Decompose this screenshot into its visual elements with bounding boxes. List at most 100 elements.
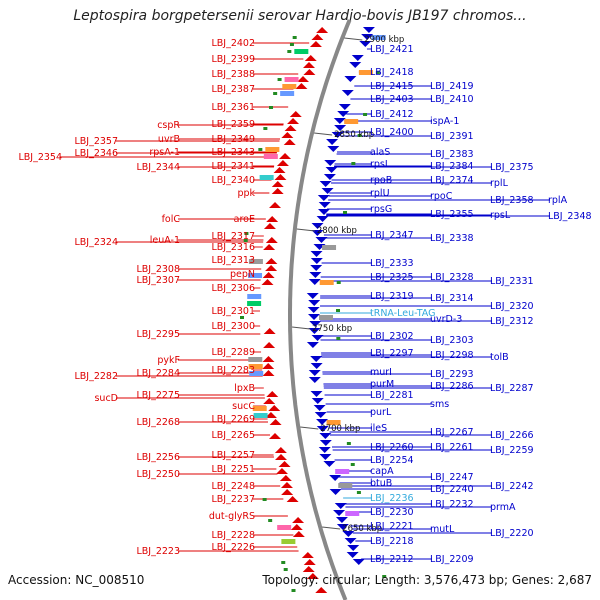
forward-gene-arrow[interactable] xyxy=(314,412,327,418)
gene-label[interactable]: LBJ_2383 xyxy=(430,149,474,160)
feature-bar[interactable] xyxy=(358,70,373,75)
reverse-gene-arrow[interactable] xyxy=(279,475,292,481)
gene-label[interactable]: LBJ_2259 xyxy=(490,445,534,456)
gene-label[interactable]: LBJ_2293 xyxy=(430,369,474,380)
feature-bar[interactable] xyxy=(247,301,262,306)
feature-bar[interactable] xyxy=(252,406,267,411)
reverse-gene-arrow[interactable] xyxy=(275,468,288,474)
gene-label[interactable]: LBJ_2412 xyxy=(370,109,414,120)
gene-label[interactable]: LBJ_2325 xyxy=(370,272,414,283)
gene-label[interactable]: LBJ_2344 xyxy=(136,162,180,173)
gene-label[interactable]: LBJ_2399 xyxy=(211,54,255,65)
gene-label[interactable]: folC xyxy=(162,214,181,225)
gene-label[interactable]: lpxB xyxy=(234,383,255,394)
feature-bar[interactable] xyxy=(248,273,263,278)
feature-bar[interactable] xyxy=(319,280,334,285)
reverse-gene-arrow[interactable] xyxy=(263,223,276,229)
reverse-gene-arrow[interactable] xyxy=(268,405,281,411)
gene-label[interactable]: LBJ_2212 xyxy=(370,554,414,565)
gene-label[interactable]: murI xyxy=(370,367,392,378)
gene-label[interactable]: LBJ_2230 xyxy=(370,507,414,518)
reverse-gene-arrow[interactable] xyxy=(261,279,274,285)
reverse-gene-arrow[interactable] xyxy=(301,552,314,558)
forward-gene-arrow[interactable] xyxy=(361,34,374,40)
gene-label[interactable]: LBJ_2348 xyxy=(548,211,592,222)
feature-bar[interactable] xyxy=(253,413,268,418)
forward-gene-arrow[interactable] xyxy=(329,489,342,495)
gene-label[interactable]: LBJ_2306 xyxy=(211,283,255,294)
forward-gene-arrow[interactable] xyxy=(308,314,321,320)
gene-label[interactable]: LBJ_2267 xyxy=(430,427,474,438)
gene-label[interactable]: LBJ_2324 xyxy=(74,237,118,248)
gene-label[interactable]: LBJ_2260 xyxy=(370,442,414,453)
reverse-gene-arrow[interactable] xyxy=(284,125,297,131)
gene-label[interactable]: LBJ_2226 xyxy=(211,542,255,553)
forward-gene-arrow[interactable] xyxy=(336,524,349,530)
gene-label[interactable]: LBJ_2251 xyxy=(211,464,255,475)
reverse-gene-arrow[interactable] xyxy=(278,461,291,467)
gene-label[interactable]: LBJ_2247 xyxy=(430,472,474,483)
reverse-gene-arrow[interactable] xyxy=(269,433,282,439)
reverse-gene-arrow[interactable] xyxy=(265,265,278,271)
gene-label[interactable]: sucC xyxy=(232,401,255,412)
gene-label[interactable]: rplL xyxy=(490,178,509,189)
forward-gene-arrow[interactable] xyxy=(324,160,337,166)
gene-label[interactable]: rpsG xyxy=(370,204,392,215)
gene-label[interactable]: LBJ_2415 xyxy=(370,81,414,92)
gene-label[interactable]: LBJ_2268 xyxy=(136,417,180,428)
gene-label[interactable]: LBJ_2220 xyxy=(490,528,534,539)
gene-label[interactable]: LBJ_2388 xyxy=(211,69,255,80)
gene-label[interactable]: capA xyxy=(370,466,394,477)
feature-bar[interactable] xyxy=(249,371,264,376)
feature-bar[interactable] xyxy=(259,175,274,180)
reverse-gene-arrow[interactable] xyxy=(295,83,308,89)
forward-gene-arrow[interactable] xyxy=(359,41,372,47)
reverse-gene-arrow[interactable] xyxy=(273,167,286,173)
reverse-gene-arrow[interactable] xyxy=(265,237,278,243)
gene-label[interactable]: LBJ_2400 xyxy=(370,127,414,138)
gene-label[interactable]: LBJ_2248 xyxy=(211,481,255,492)
forward-gene-arrow[interactable] xyxy=(310,265,323,271)
gene-label[interactable]: sms xyxy=(430,399,449,410)
gene-label[interactable]: rplU xyxy=(370,188,390,199)
reverse-gene-arrow[interactable] xyxy=(262,370,275,376)
forward-gene-arrow[interactable] xyxy=(323,461,336,467)
reverse-gene-arrow[interactable] xyxy=(274,454,287,460)
reverse-gene-arrow[interactable] xyxy=(262,363,275,369)
gene-label[interactable]: LBJ_2256 xyxy=(136,452,180,463)
gene-label[interactable]: LBJ_2254 xyxy=(370,455,414,466)
reverse-gene-arrow[interactable] xyxy=(311,34,324,40)
reverse-gene-arrow[interactable] xyxy=(315,587,328,593)
feature-bar[interactable] xyxy=(345,511,360,516)
gene-label[interactable]: LBJ_2333 xyxy=(370,258,414,269)
gene-label[interactable]: pykF xyxy=(157,355,180,366)
forward-gene-arrow[interactable] xyxy=(333,510,346,516)
gene-label[interactable]: LBJ_2316 xyxy=(211,242,255,253)
gene-label[interactable]: LBJ_2232 xyxy=(430,499,474,510)
feature-bar[interactable] xyxy=(338,483,353,488)
forward-gene-arrow[interactable] xyxy=(329,475,342,481)
forward-gene-arrow[interactable] xyxy=(311,335,324,341)
reverse-gene-arrow[interactable] xyxy=(266,391,279,397)
gene-label[interactable]: LBJ_2402 xyxy=(211,38,255,49)
feature-bar[interactable] xyxy=(319,315,334,320)
forward-gene-arrow[interactable] xyxy=(346,552,359,558)
gene-label[interactable]: LBJ_2317 xyxy=(211,231,255,242)
forward-gene-arrow[interactable] xyxy=(316,216,329,222)
reverse-gene-arrow[interactable] xyxy=(263,342,276,348)
gene-label[interactable]: LBJ_2223 xyxy=(136,546,180,557)
gene-label[interactable]: LBJ_2261 xyxy=(430,442,474,453)
gene-label[interactable]: LBJ_2341 xyxy=(211,161,255,172)
forward-gene-arrow[interactable] xyxy=(362,27,375,33)
gene-label[interactable]: LBJ_2297 xyxy=(370,348,414,359)
gene-label[interactable]: LBJ_2265 xyxy=(211,430,255,441)
feature-bar[interactable] xyxy=(371,35,386,40)
feature-bar[interactable] xyxy=(335,469,350,474)
gene-label[interactable]: prmA xyxy=(490,502,516,513)
gene-label[interactable]: uvrD-3 xyxy=(430,314,462,325)
reverse-gene-arrow[interactable] xyxy=(263,244,276,250)
reverse-gene-arrow[interactable] xyxy=(266,216,279,222)
feature-bar[interactable] xyxy=(326,420,341,425)
reverse-gene-arrow[interactable] xyxy=(274,174,287,180)
gene-label[interactable]: tRNA-Leu-TAG xyxy=(370,308,435,319)
